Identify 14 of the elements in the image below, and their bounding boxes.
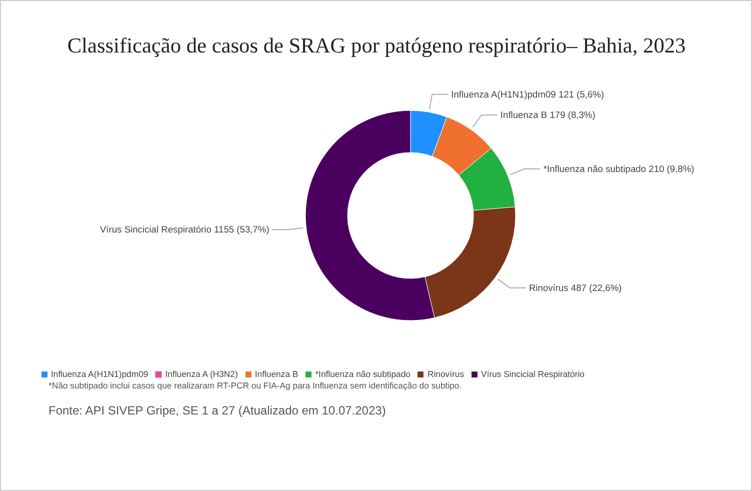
source-note: Fonte: API SIVEP Gripe, SE 1 a 27 (Atualizado em 10.07.2023): [48, 404, 386, 418]
legend-label: Influenza A(H1N1)pdm09: [51, 369, 148, 379]
legend-label: Rinovírus: [427, 369, 464, 379]
chart-title: Classificação de casos de SRAG por patógeno respiratório– Bahia, 2023: [67, 34, 686, 58]
category-label: *Influenza não subtipado 210 (9,8%): [543, 164, 694, 174]
legend-label: Vírus Sincicial Respiratório: [481, 369, 584, 379]
category-label: Rinovírus 487 (22,6%): [528, 282, 622, 293]
legend-label: Influenza B: [254, 369, 298, 379]
category-label: Influenza B 179 (8,3%): [500, 110, 596, 120]
category-label: Influenza A(H1N1)pdm09 121 (5,6%): [451, 89, 604, 100]
legend-label: Influenza A (H3N2): [165, 369, 238, 379]
category-label: Vírus Sincicial Respiratório 1155 (53,7%): [100, 224, 270, 235]
legend-label: *Influenza não subtipado: [315, 369, 410, 379]
text: *Não subtipado inclui casos que realizaram RT-PCR ou FIA-Ag para Influenza sem identificação do subtipo.: [48, 380, 462, 390]
